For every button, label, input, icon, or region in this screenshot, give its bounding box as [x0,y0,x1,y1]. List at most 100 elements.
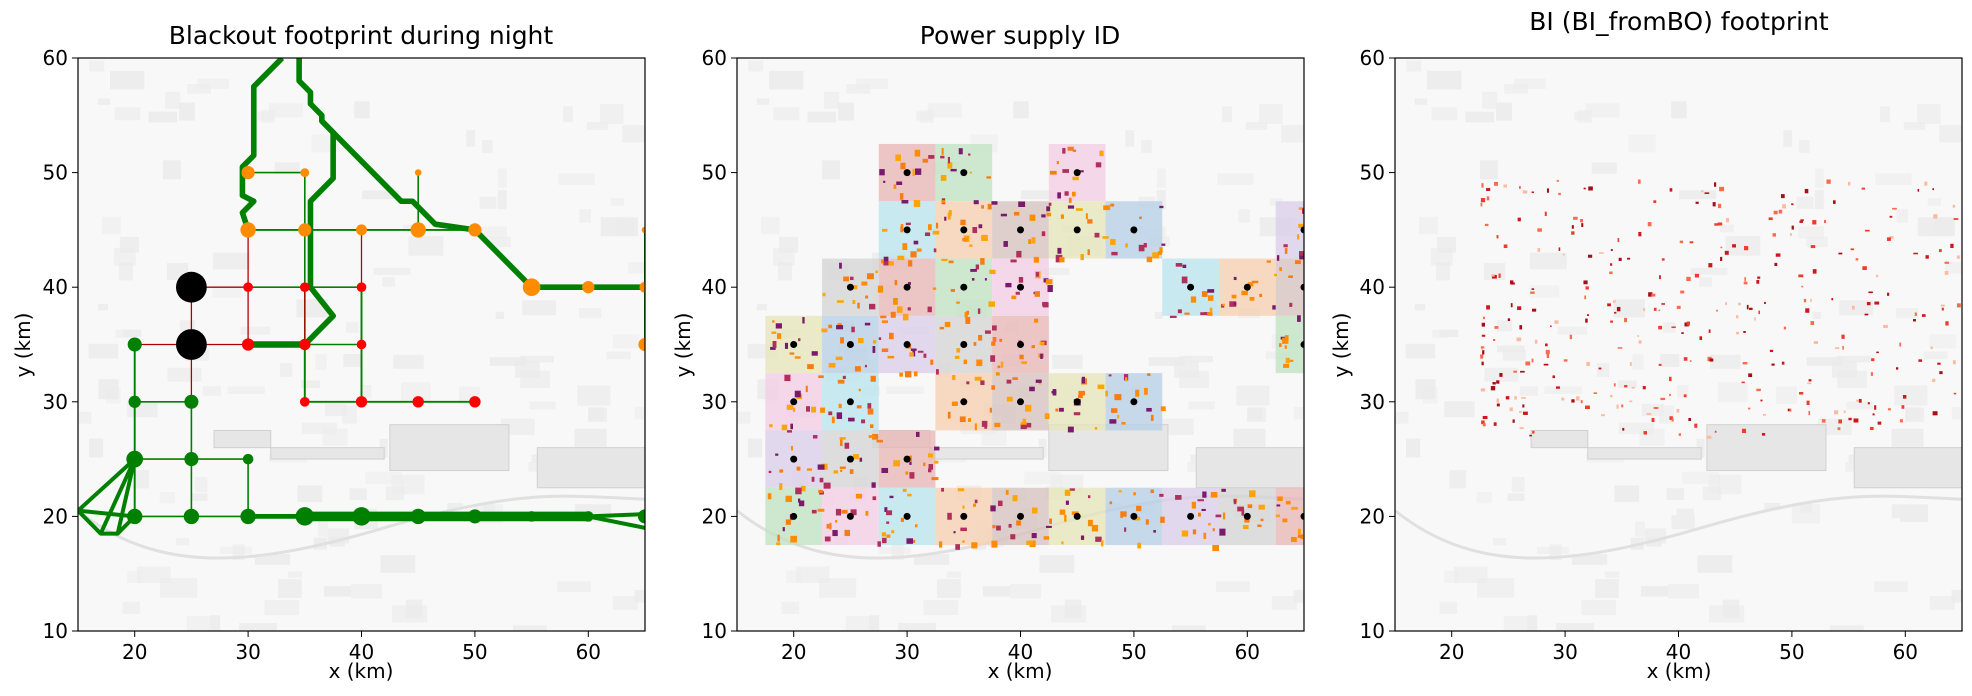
bi-speck [1941,307,1944,311]
terrain-patch [1666,488,1684,500]
bi-speck [1643,308,1646,312]
terrain-patch [1171,625,1206,631]
supply-point [1073,512,1081,520]
bi-speck [1732,244,1736,248]
outage-speck [941,487,944,492]
outage-speck [944,321,951,328]
outage-speck [1005,489,1009,495]
outage-speck [1249,490,1256,498]
terrain-patch [1544,386,1582,394]
outage-speck [1206,312,1213,316]
outage-speck [914,149,921,157]
coastline [78,494,645,560]
outage-speck [927,306,932,313]
terrain-patch [1293,407,1304,420]
outage-speck [1169,315,1177,318]
terrain-patch [522,300,556,316]
outage-speck [1288,275,1293,278]
bi-speck [1889,235,1894,239]
bi-speck [1937,362,1941,365]
outage-speck [1061,541,1064,545]
outage-speck [1087,519,1093,527]
outage-speck [858,337,864,344]
outage-speck [935,222,939,229]
bi-speck [1610,249,1613,251]
outage-speck [849,276,854,281]
outage-speck [893,297,898,305]
terrain-patch [1891,504,1900,519]
outage-speck [980,380,985,386]
outage-speck [1034,291,1040,297]
outage-speck [900,517,904,522]
outage-speck [1057,247,1062,254]
outage-speck [790,445,793,451]
bi-speck [1953,392,1957,395]
terrain-patch [1431,107,1458,121]
bi-speck [1522,411,1528,415]
supply-point [960,398,968,406]
node-blackout [355,396,368,408]
x-tick-label: 40 [1008,640,1033,664]
outage-speck [1266,260,1271,263]
outage-speck [1039,341,1045,345]
outage-speck [1233,499,1237,505]
node-powered [128,395,141,408]
outage-speck [1062,169,1070,173]
y-tick-label: 30 [1360,390,1385,414]
terrain-patch [1439,601,1458,614]
outage-speck [1124,527,1127,532]
outage-speck [836,300,844,303]
bi-speck [1726,218,1730,223]
outage-speck [1297,528,1301,534]
outage-speck [973,342,977,346]
bi-speck [1748,373,1753,378]
bi-speck [1512,419,1515,423]
outage-speck [843,276,850,282]
bi-speck [1886,237,1891,241]
outage-speck [938,541,943,548]
outage-speck [1094,232,1100,238]
supply-point [903,512,911,520]
outage-speck [1051,391,1057,394]
outage-speck [1298,223,1304,228]
outage-speck [932,287,937,290]
power-line [587,514,645,530]
bi-speck [1562,253,1565,256]
outage-speck [1159,205,1164,209]
outage-speck [1110,203,1115,207]
node-blackout [356,339,367,350]
outage-speck [1012,377,1018,380]
bi-speck [1493,422,1497,426]
outage-speck [877,541,881,547]
outage-speck [1222,303,1225,306]
bi-speck [1505,396,1510,400]
outage-speck [1332,302,1338,307]
outage-speck [866,273,874,280]
terrain-patch [612,595,638,610]
outage-speck [771,331,777,334]
outage-speck [872,346,876,353]
outage-speck [978,224,983,229]
y-tick-label: 20 [43,504,68,528]
outage-speck [1100,540,1104,547]
terrain-patch [1896,307,1919,319]
outage-speck [850,509,857,516]
bi-speck [1481,334,1486,337]
terrain-patch [1449,470,1467,489]
outage-speck [882,537,887,544]
terrain-patch [1775,386,1797,404]
terrain-patch [318,521,329,537]
bi-speck [1525,361,1531,366]
outage-speck [854,366,861,372]
terrain-patch [1891,428,1924,447]
terrain-patch [1233,428,1266,447]
terrain-patch [1024,471,1061,485]
terrain-patch [186,616,212,631]
node-blackout [356,282,367,293]
outage-speck [997,365,1001,369]
outage-speck [893,460,901,467]
outage-speck [832,530,838,537]
bi-speck [1749,307,1753,310]
outage-speck [1000,361,1004,368]
bi-speck [1743,331,1746,333]
